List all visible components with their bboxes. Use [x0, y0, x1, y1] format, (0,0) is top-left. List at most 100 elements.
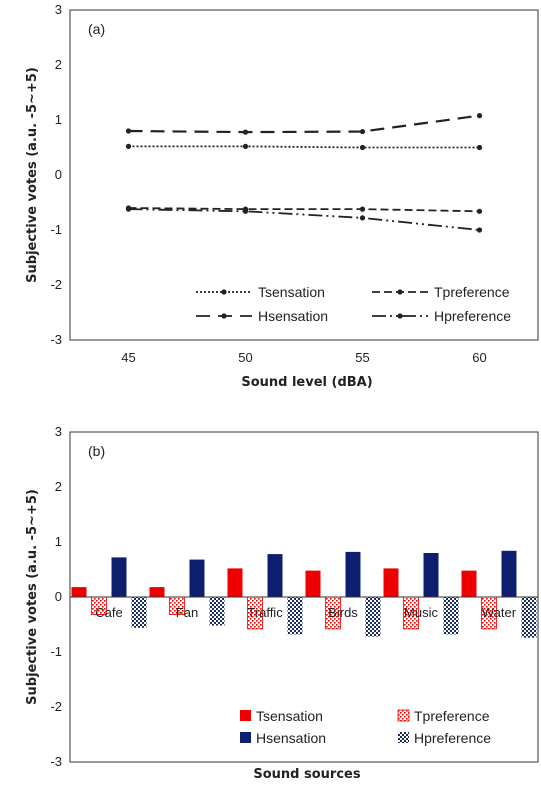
panel-a-series [125, 113, 483, 233]
series-hpreference-line [128, 208, 480, 231]
panel-b-x-ticks: Cafe Fan Traffic Birds Music Water [95, 605, 516, 620]
panel-b-bars [70, 550, 538, 638]
bar-tsensation-water [461, 570, 477, 597]
legend-marker [221, 289, 227, 295]
legend-swatch [240, 710, 251, 721]
series-tsensation-point [242, 143, 249, 149]
x-tick-label: 50 [238, 350, 252, 365]
legend-item-hpreference: Hpreference [398, 730, 491, 746]
y-tick-label: 2 [55, 479, 62, 494]
y-tick-label: 0 [55, 589, 62, 604]
y-tick-label: -2 [50, 277, 62, 292]
series-tsensation-line [128, 145, 480, 149]
bar-hsensation-birds [345, 551, 361, 597]
series-tpreference-line [128, 207, 480, 213]
series-hpreference-point [359, 215, 366, 221]
panel-b-x-axis-label: Sound sources [253, 767, 360, 782]
legend-item-hpreference: Hpreference [372, 308, 511, 324]
bar-hpreference-fan [209, 597, 225, 626]
legend-marker [221, 313, 227, 319]
legend-marker [397, 313, 403, 319]
y-tick-label: -3 [50, 332, 62, 347]
y-tick-label: -1 [50, 644, 62, 659]
legend-label: Tsensation [258, 284, 325, 300]
legend-label: Hpreference [434, 308, 511, 324]
bar-hsensation-music [423, 553, 439, 597]
bar-hsensation-cafe [111, 557, 127, 597]
bar-tsensation-cafe [71, 587, 87, 597]
y-tick-label: 1 [55, 112, 62, 127]
series-hsensation-point [359, 128, 366, 135]
bar-hsensation-water [501, 550, 517, 597]
bar-hsensation-traffic [267, 554, 283, 597]
series-hsensation-line [128, 114, 480, 134]
y-tick-label: 1 [55, 534, 62, 549]
series-hpreference-point [476, 227, 483, 233]
series-hsensation [125, 113, 483, 135]
series-tpreference-point [476, 208, 483, 214]
legend-item-tsensation: Tsensation [240, 708, 323, 724]
x-tick-label: Water [482, 605, 517, 620]
series-tsensation-point [476, 144, 483, 151]
series-hsensation-point [476, 113, 483, 119]
y-tick-label: -2 [50, 699, 62, 714]
panel-b-y-ticks: -3 -2 -1 0 1 2 3 [50, 424, 62, 769]
series-hsensation-point [242, 129, 249, 135]
series-hpreference-point [125, 206, 132, 212]
bar-hpreference-birds [365, 597, 381, 637]
series-tpreference [125, 205, 483, 214]
legend-item-tsensation: Tsensation [196, 284, 325, 300]
bar-hpreference-traffic [287, 597, 303, 635]
bar-tsensation-birds [305, 570, 321, 597]
legend-item-tpreference: Tpreference [397, 708, 490, 724]
bar-hpreference-water [521, 597, 537, 638]
panel-a-x-axis-label: Sound level (dBA) [241, 375, 372, 390]
panel-b-legend: Tsensation Tpreference Hsensation Hpreferen… [240, 708, 491, 746]
bar-tsensation-music [383, 568, 399, 597]
y-tick-label: 2 [55, 57, 62, 72]
legend-label: Hpreference [414, 730, 491, 746]
legend-swatch [397, 709, 410, 722]
series-tpreference-point [359, 206, 366, 212]
legend-swatch [398, 732, 409, 743]
panel-a: (a) Sound level (dBA) Subjective votes (… [25, 2, 539, 390]
panel-b-label: (b) [88, 443, 105, 459]
legend-marker [397, 289, 403, 295]
panel-b: (b) Sound sources Subjective votes (a.u.… [25, 424, 539, 782]
series-hsensation-point [125, 128, 132, 134]
panel-a-label: (a) [88, 21, 105, 37]
legend-swatch [240, 732, 251, 743]
x-tick-label: 55 [355, 350, 369, 365]
legend-item-hsensation: Hsensation [196, 308, 328, 324]
legend-label: Tsensation [256, 708, 323, 724]
panel-a-legend: Tsensation Tpreference Hsensation Hpreferen… [196, 284, 511, 324]
series-tsensation [125, 143, 483, 151]
panel-a-plot-area [69, 9, 539, 341]
bar-hsensation-fan [189, 559, 205, 597]
x-tick-label: Music [404, 605, 438, 620]
y-tick-label: -1 [50, 222, 62, 237]
legend-item-hsensation: Hsensation [240, 730, 326, 746]
legend-label: Tpreference [434, 284, 510, 300]
bar-tsensation-fan [149, 587, 165, 597]
x-tick-label: 45 [121, 350, 135, 365]
bar-hpreference-cafe [131, 597, 147, 628]
legend-item-tpreference: Tpreference [372, 284, 510, 300]
panel-b-y-axis-label: Subjective votes (a.u. -5~+5) [25, 489, 40, 705]
series-tsensation-point [359, 144, 366, 151]
y-tick-label: 3 [55, 2, 62, 17]
legend-label: Hsensation [256, 730, 326, 746]
panel-a-y-axis-label: Subjective votes (a.u. -5~+5) [25, 67, 40, 283]
y-tick-label: -3 [50, 754, 62, 769]
series-tsensation-point [125, 143, 132, 149]
series-hpreference [125, 206, 483, 233]
x-tick-label: Birds [328, 605, 358, 620]
bar-hpreference-music [443, 597, 459, 635]
series-hpreference-point [242, 208, 249, 214]
y-tick-label: 0 [55, 167, 62, 182]
panel-a-x-ticks: 45 50 55 60 [121, 350, 486, 365]
y-tick-label: 3 [55, 424, 62, 439]
panel-a-y-ticks: -3 -2 -1 0 1 2 3 [50, 2, 62, 347]
bar-tsensation-traffic [227, 568, 243, 597]
